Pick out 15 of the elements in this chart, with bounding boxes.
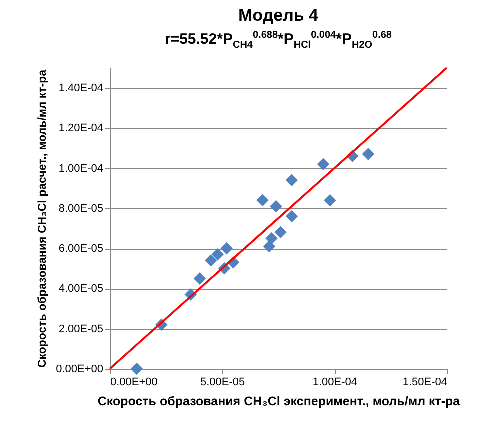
y-tick-label: 8.00E-05 [58, 202, 104, 215]
y-tick-label: 1.20E-04 [58, 122, 104, 135]
x-tick-label: 0.00E+00 [110, 376, 158, 388]
y-tick-label: 1.40E-04 [58, 82, 104, 95]
chart-title: Модель 4 [238, 6, 320, 26]
y-tick-label: 0.00E+00 [56, 364, 104, 376]
y-tick-label: 2.00E-05 [58, 323, 104, 336]
x-axis-title: Скорость образования CH₃Cl эксперимент., моль/мл кт-ра [98, 394, 462, 408]
x-tick-label: 5.00E-05 [200, 376, 246, 388]
x-tick-label: 1.00E-04 [312, 376, 358, 388]
y-tick-label: 6.00E-05 [58, 243, 104, 256]
x-tick-label: 1.50E-04 [402, 376, 448, 388]
y-tick-label: 4.00E-05 [58, 283, 104, 296]
y-axis-title: Скорость образования CH₃Cl расчет., моль/мл кт-ра [37, 69, 50, 368]
y-tick-label: 1.00E-04 [58, 162, 104, 175]
